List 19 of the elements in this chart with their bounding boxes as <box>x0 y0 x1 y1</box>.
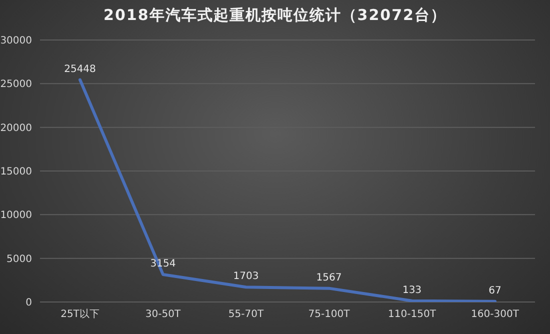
data-label: 67 <box>488 285 502 296</box>
y-tick-label: 10000 <box>0 210 32 222</box>
y-tick-label: 25000 <box>0 79 32 90</box>
x-tick-label: 25T以下 <box>60 308 100 320</box>
data-label: 1703 <box>233 271 259 282</box>
x-tick-label: 55-70T <box>228 309 264 320</box>
chart-title: 2018年汽车式起重机按吨位统计（32072台） <box>102 6 448 25</box>
y-tick-label: 15000 <box>0 166 32 178</box>
y-tick-label: 5000 <box>6 254 32 265</box>
x-tick-label: 30-50T <box>145 309 182 320</box>
data-label: 133 <box>402 284 422 296</box>
data-label: 25448 <box>64 64 96 75</box>
x-tick-label: 160-300T <box>471 309 520 320</box>
x-tick-label: 75-100T <box>308 309 351 320</box>
y-tick-label: 0 <box>26 298 32 309</box>
y-tick-label: 20000 <box>0 122 32 134</box>
y-tick-label: 30000 <box>0 36 32 47</box>
x-tick-label: 110-150T <box>388 309 437 320</box>
data-label: 1567 <box>316 272 342 284</box>
